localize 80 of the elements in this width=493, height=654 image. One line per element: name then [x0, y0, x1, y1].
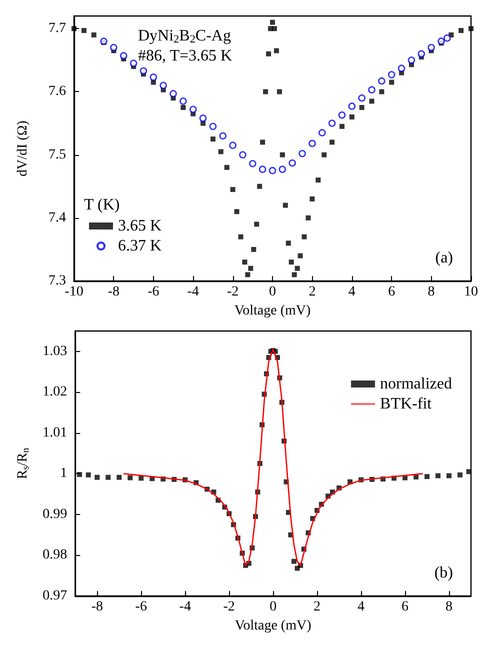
- x-tick-label: 8: [428, 284, 435, 300]
- x-tick-label: 2: [308, 284, 316, 300]
- x-tick-label: 8: [446, 600, 453, 614]
- x-tick-label: 4: [348, 284, 356, 300]
- point: [378, 77, 386, 85]
- point: [308, 140, 316, 148]
- point: [444, 34, 451, 42]
- legend-label: BTK-fit: [380, 396, 432, 412]
- point: [239, 151, 246, 158]
- point: [418, 50, 426, 58]
- point: [278, 166, 286, 173]
- y-tick-label: 7.3: [48, 274, 66, 288]
- x-tick-label: 2: [314, 600, 321, 614]
- y-axis-title: dV/dI (Ω): [16, 120, 30, 176]
- x-tick-label: 0: [270, 600, 277, 614]
- x-tick-label: 10: [464, 284, 478, 300]
- x-tick-label: 4: [358, 600, 365, 614]
- y-tick-label: 0.99: [42, 506, 68, 522]
- x-axis-title: Voltage (mV): [234, 618, 312, 634]
- point: [199, 114, 207, 122]
- legend-label: normalized: [380, 376, 452, 392]
- x-tick-label: -6: [135, 600, 147, 614]
- y-tick-label: 1.02: [42, 384, 68, 400]
- point: [140, 67, 148, 75]
- legend-label: 6.37 K: [118, 238, 162, 254]
- point: [130, 60, 138, 67]
- point: [438, 38, 445, 45]
- point: [288, 159, 296, 167]
- x-tick-label: -6: [148, 284, 160, 300]
- x-tick-label: -8: [91, 600, 103, 614]
- legend-title: T (K): [84, 196, 120, 214]
- point: [170, 90, 177, 98]
- x-tick-label: -4: [187, 284, 199, 300]
- x-tick-label: 6: [388, 284, 396, 300]
- point: [249, 160, 256, 168]
- x-tick-label: -2: [226, 284, 239, 300]
- y-tick-label: 7.5: [48, 147, 66, 162]
- y-tick-label: 1.01: [42, 425, 68, 440]
- point: [100, 38, 108, 45]
- point: [408, 56, 416, 64]
- x-tick-label: -8: [108, 284, 120, 300]
- point: [209, 122, 217, 130]
- y-tick-label: 0.97: [42, 588, 68, 604]
- point: [219, 132, 227, 140]
- point: [229, 142, 236, 149]
- point: [388, 71, 396, 78]
- point: [428, 44, 435, 52]
- annotation: (b): [434, 564, 453, 582]
- y-axis-title: Rs/Rn: [16, 448, 32, 480]
- x-tick-label: -4: [179, 600, 191, 614]
- x-tick-label: 6: [402, 600, 409, 614]
- point: [189, 106, 197, 114]
- point: [298, 150, 306, 158]
- point: [180, 98, 187, 105]
- point: [160, 82, 167, 90]
- y-tick-label: 1.03: [42, 344, 68, 359]
- point: [328, 120, 336, 127]
- y-tick-label: 7.6: [48, 84, 66, 100]
- x-axis-title: Voltage (mV): [234, 303, 312, 318]
- legend-label: 3.65 K: [118, 218, 162, 234]
- annotation: (a): [435, 250, 454, 266]
- annotation: #86, T=3.65 K: [138, 48, 233, 64]
- x-tick-label: -2: [223, 600, 235, 614]
- x-tick-label: -10: [64, 284, 84, 300]
- x-tick-label: 0: [269, 284, 276, 300]
- point: [150, 74, 158, 81]
- point: [368, 86, 376, 94]
- point: [318, 129, 326, 136]
- y-tick-label: 7.4: [48, 210, 66, 226]
- point: [120, 52, 128, 60]
- y-tick-label: 7.7: [48, 21, 66, 36]
- point: [110, 44, 118, 52]
- y-tick-label: 1: [60, 466, 68, 482]
- point: [268, 166, 276, 174]
- point: [338, 111, 346, 119]
- point: [258, 166, 266, 173]
- point: [348, 102, 356, 110]
- point: [398, 64, 406, 72]
- point: [358, 94, 366, 102]
- y-tick-label: 0.98: [42, 548, 68, 563]
